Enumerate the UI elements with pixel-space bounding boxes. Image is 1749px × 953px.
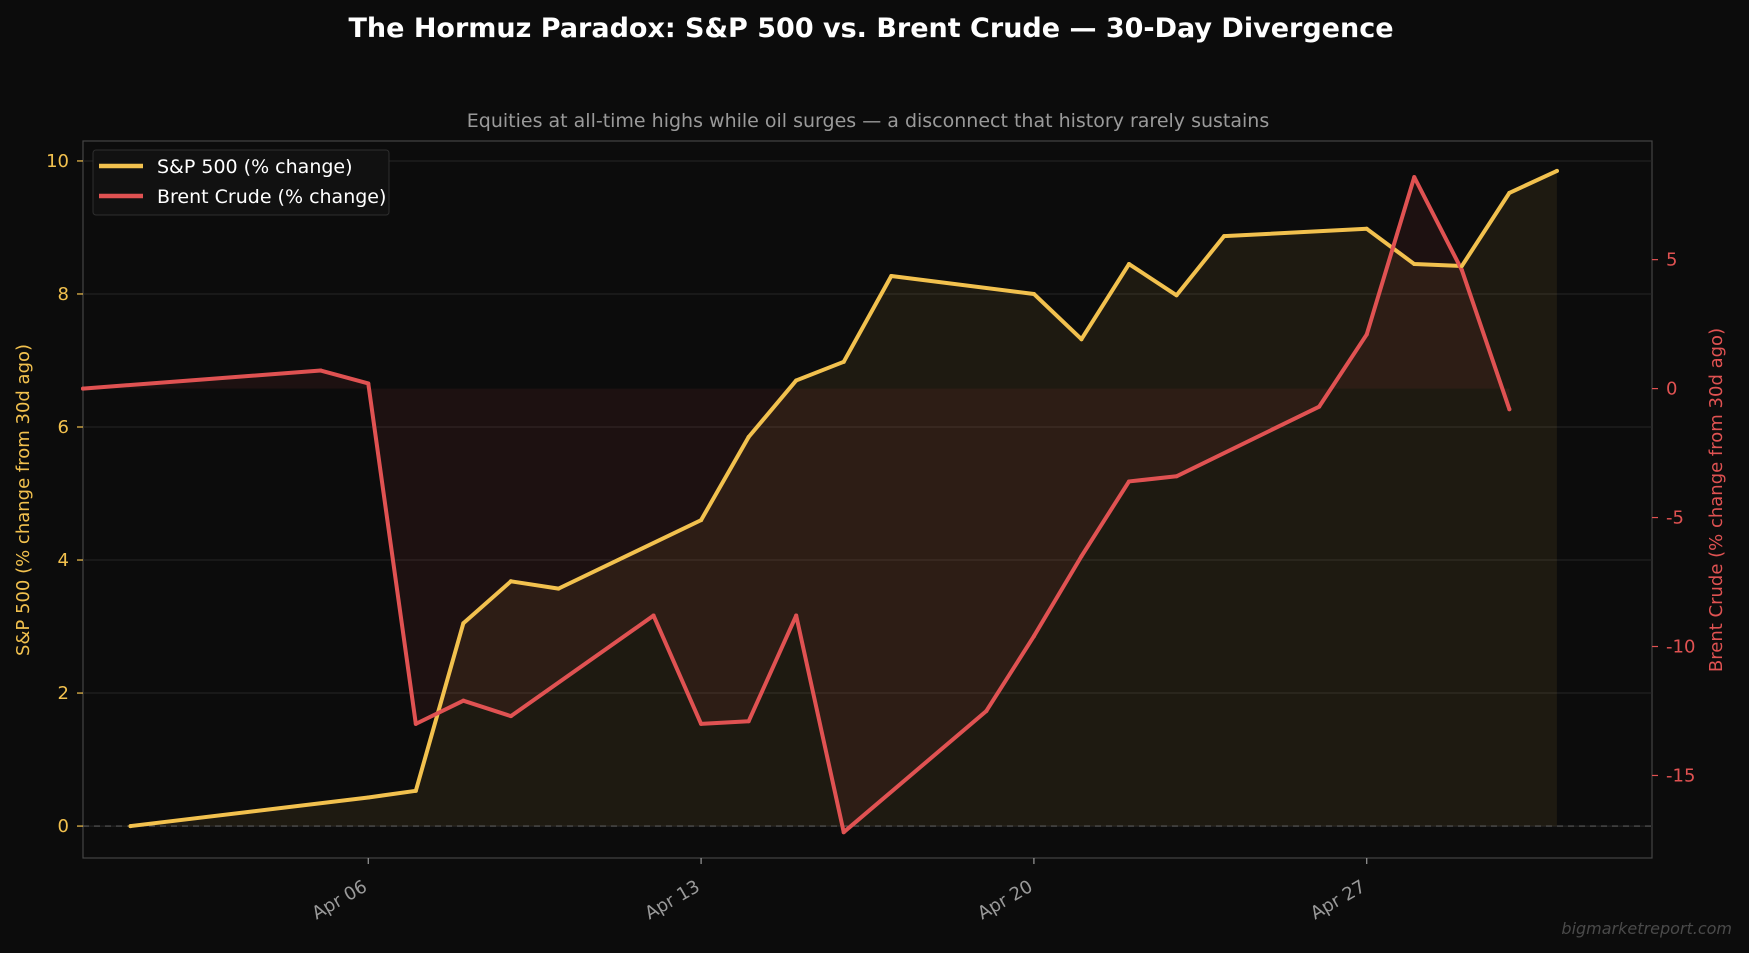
y-right-tick-label: 0 bbox=[1666, 379, 1677, 400]
sp500-point bbox=[1459, 264, 1464, 269]
chart-subtitle: Equities at all-time highs while oil sur… bbox=[467, 110, 1269, 132]
brent-point bbox=[461, 698, 466, 703]
legend-box bbox=[92, 149, 390, 216]
watermark: bigmarketreport.com bbox=[1561, 919, 1732, 938]
sp500-point bbox=[1031, 291, 1036, 296]
sp500-point bbox=[1364, 226, 1369, 231]
sp500-point bbox=[1079, 337, 1084, 342]
data-points bbox=[81, 168, 1559, 835]
brent-point bbox=[1459, 267, 1464, 272]
brent-point bbox=[984, 708, 989, 713]
sp500-point bbox=[841, 359, 846, 364]
y-right-tick-label: -15 bbox=[1666, 765, 1695, 786]
y-left-tick-label: 6 bbox=[58, 417, 69, 438]
brent-point bbox=[794, 613, 799, 618]
sp500-point bbox=[413, 788, 418, 793]
area-fills bbox=[83, 170, 1557, 833]
brent-point bbox=[1174, 474, 1179, 479]
y-right-tick-label: -10 bbox=[1666, 637, 1695, 658]
brent-point bbox=[318, 368, 323, 373]
sp500-point bbox=[699, 518, 704, 523]
sp500-point bbox=[1507, 190, 1512, 195]
sp500-point bbox=[128, 824, 133, 829]
brent-point bbox=[841, 830, 846, 835]
y-left-tick-label: 8 bbox=[58, 284, 69, 305]
sp500-point bbox=[366, 795, 371, 800]
brent-point bbox=[651, 613, 656, 618]
brent-point bbox=[1127, 479, 1131, 484]
brent-point bbox=[746, 719, 751, 724]
brent-point bbox=[508, 714, 513, 719]
sp500-point bbox=[1554, 168, 1559, 173]
sp500-point bbox=[1174, 293, 1179, 298]
brent-point bbox=[1412, 175, 1417, 180]
sp500-point bbox=[1412, 262, 1417, 267]
chart-title: The Hormuz Paradox: S&P 500 vs. Brent Cr… bbox=[348, 13, 1393, 44]
sp500-point bbox=[461, 621, 466, 626]
legend: S&P 500 (% change) Brent Crude (% change… bbox=[92, 149, 390, 216]
y-axis-left: 0 2 4 6 8 10 bbox=[46, 151, 83, 837]
sp500-point bbox=[1127, 262, 1131, 267]
sp500-point bbox=[1222, 234, 1227, 239]
y-left-tick-label: 10 bbox=[46, 151, 69, 172]
y-right-tick-label: 5 bbox=[1666, 250, 1677, 271]
sp500-point bbox=[794, 378, 799, 383]
brent-point bbox=[413, 721, 418, 726]
brent-point bbox=[366, 381, 371, 386]
y-axis-right-label: Brent Crude (% change from 30d ago) bbox=[1706, 328, 1727, 672]
sp500-area-fill bbox=[130, 170, 1557, 827]
y-left-tick-label: 2 bbox=[58, 683, 69, 704]
brent-point bbox=[1364, 332, 1369, 337]
legend-label-sp500: S&P 500 (% change) bbox=[157, 156, 353, 178]
brent-point bbox=[1079, 554, 1084, 559]
y-left-tick-label: 0 bbox=[58, 816, 69, 837]
sp500-point bbox=[746, 434, 751, 439]
brent-point bbox=[1317, 404, 1322, 409]
y-axis-left-label: S&P 500 (% change from 30d ago) bbox=[13, 344, 34, 656]
y-left-tick-label: 4 bbox=[58, 550, 69, 571]
y-axis-right: -15 -10 -5 0 5 bbox=[1652, 250, 1695, 786]
y-right-tick-label: -5 bbox=[1666, 508, 1684, 529]
brent-point bbox=[81, 386, 85, 391]
brent-point bbox=[1507, 407, 1512, 412]
brent-area-fill bbox=[83, 177, 1510, 833]
sp500-point bbox=[556, 586, 561, 591]
brent-point bbox=[699, 721, 704, 726]
sp500-point bbox=[508, 579, 513, 584]
legend-label-brent: Brent Crude (% change) bbox=[157, 186, 386, 208]
brent-point bbox=[1031, 634, 1036, 639]
sp500-point bbox=[889, 274, 894, 279]
